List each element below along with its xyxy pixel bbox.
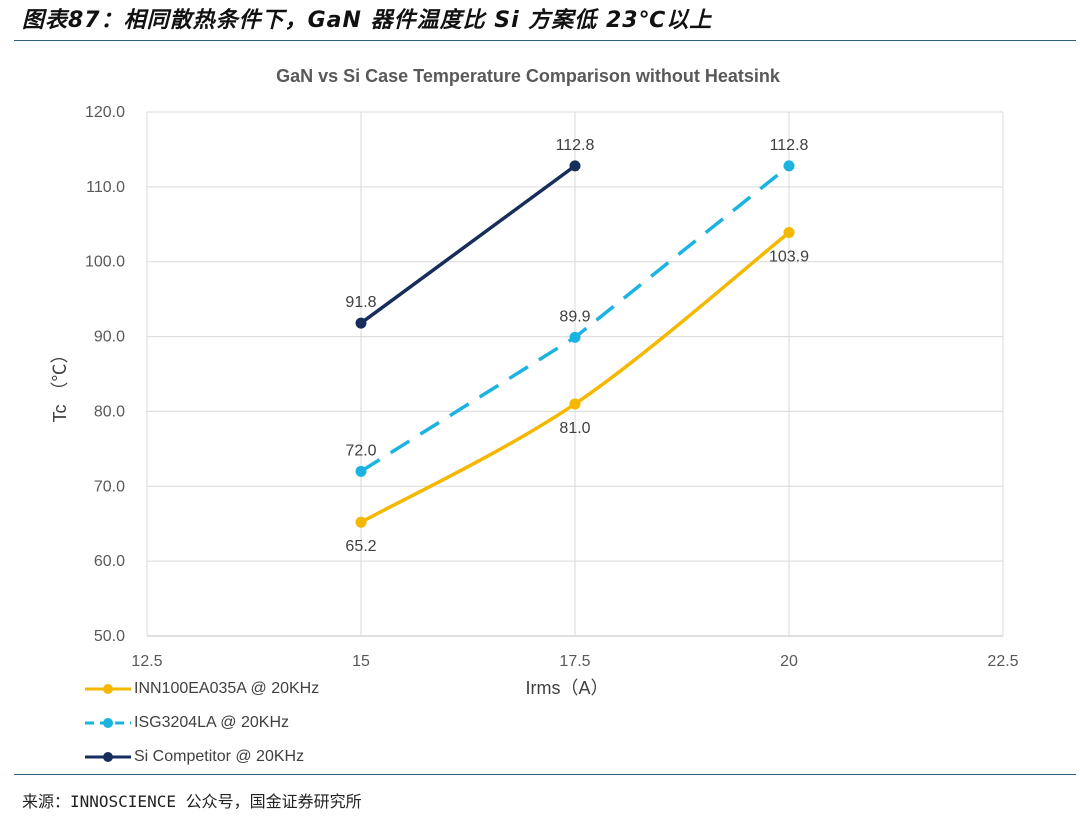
data-point <box>569 160 581 172</box>
legend-item: Si Competitor @ 20KHz <box>84 740 319 774</box>
y-tick-label: 60.0 <box>94 553 125 570</box>
x-tick-label: 15 <box>352 653 370 670</box>
chart-grid: 50.0 60.0 70.0 80.0 90.0 100.0 110.0 120.0 12.5 1… <box>85 104 1019 670</box>
legend-swatch <box>85 718 131 728</box>
y-tick-label: 100.0 <box>85 254 125 271</box>
legend-label: Si Competitor @ 20KHz <box>134 748 305 765</box>
legend-label: INN100EA035A @ 20KHz <box>134 680 320 697</box>
data-label: 103.9 <box>769 249 809 266</box>
y-tick-label: 50.0 <box>94 628 125 645</box>
line-chart: GaN vs Si Case Temperature Comparison wi… <box>50 66 1019 698</box>
y-tick-label: 120.0 <box>85 104 125 121</box>
data-label: 65.2 <box>345 538 376 555</box>
data-point <box>355 516 367 528</box>
data-label: 89.9 <box>559 308 590 325</box>
data-point <box>355 465 367 477</box>
figure-title: 图表87：相同散热条件下，GaN 器件温度比 Si 方案低 23℃以上 <box>22 8 713 33</box>
data-point <box>783 227 795 239</box>
legend-label: ISG3204LA @ 20KHz <box>134 714 289 731</box>
y-tick-label: 110.0 <box>86 179 125 196</box>
x-tick-label: 22.5 <box>987 653 1018 670</box>
chart-title: GaN vs Si Case Temperature Comparison wi… <box>276 66 781 86</box>
chart-series <box>355 160 795 528</box>
data-label: 112.8 <box>770 137 809 154</box>
y-tick-label: 80.0 <box>94 403 125 420</box>
data-point <box>569 398 581 410</box>
chart-data-labels: 65.2 81.0 103.9 72.0 89.9 112.8 91.8 112.8 <box>345 137 809 555</box>
data-point <box>569 331 581 343</box>
data-point <box>355 317 367 329</box>
x-tick-label: 12.5 <box>131 653 162 670</box>
legend-item: INN100EA035A @ 20KHz <box>84 672 319 706</box>
x-axis-label: Irms（A） <box>526 678 609 698</box>
y-tick-label: 70.0 <box>94 478 125 495</box>
top-divider <box>14 40 1076 41</box>
legend-swatch-marker <box>103 684 113 694</box>
y-axis-label: Tc （℃） <box>50 345 70 422</box>
chart-legend: INN100EA035A @ 20KHz ISG3204LA @ 20KHz Si … <box>84 672 319 774</box>
legend-item: ISG3204LA @ 20KHz <box>84 706 319 740</box>
legend-swatch-marker <box>103 718 113 728</box>
legend-swatch <box>85 684 131 694</box>
legend-swatch-marker <box>103 752 113 762</box>
data-label: 91.8 <box>345 294 376 311</box>
data-label: 81.0 <box>559 420 590 437</box>
source-note: 来源：INNOSCIENCE 公众号，国金证券研究所 <box>22 792 362 811</box>
x-tick-label: 17.5 <box>559 653 590 670</box>
series-line-2 <box>359 164 577 325</box>
y-tick-label: 90.0 <box>94 329 125 346</box>
data-point <box>783 160 795 172</box>
bottom-divider <box>14 774 1076 775</box>
x-tick-label: 20 <box>780 653 798 670</box>
legend-swatch <box>85 752 131 762</box>
data-label: 112.8 <box>556 137 595 154</box>
data-label: 72.0 <box>345 442 376 459</box>
